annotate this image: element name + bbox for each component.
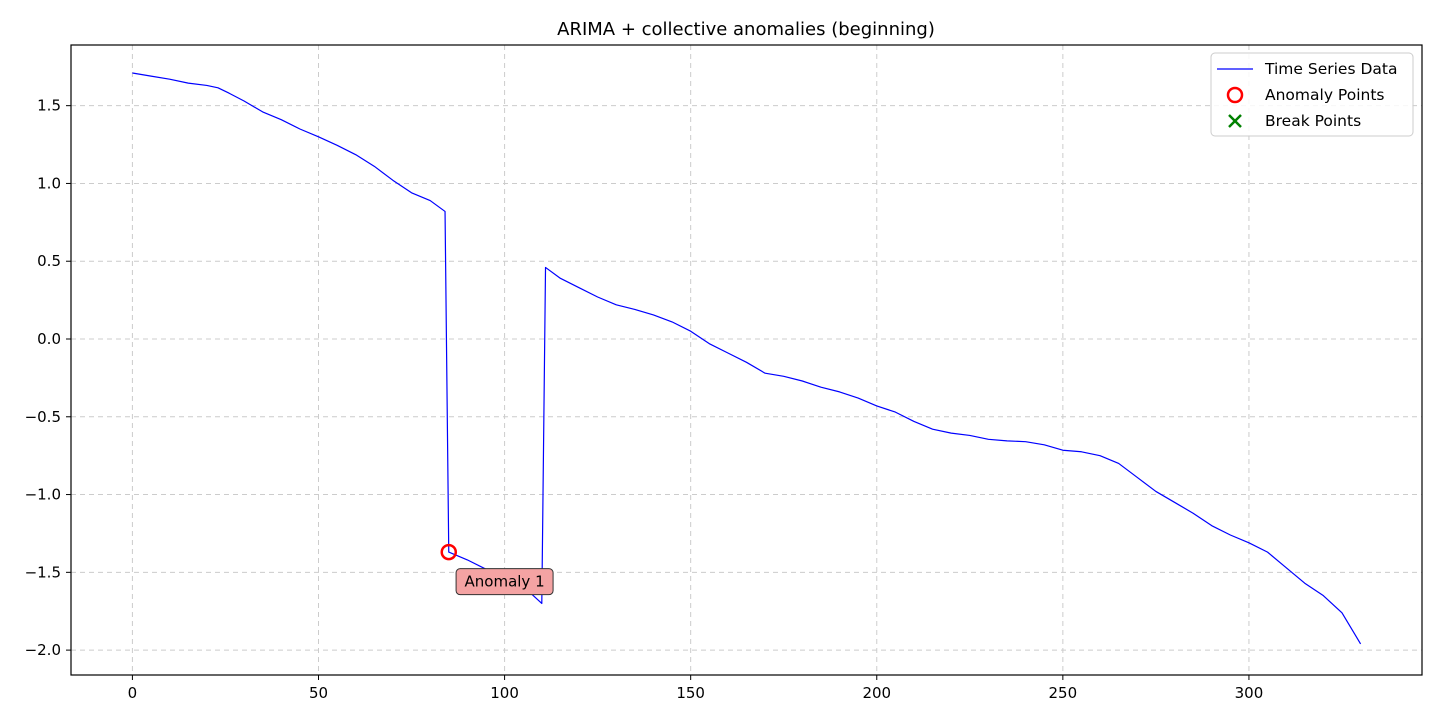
y-tick-label: −1.5	[25, 563, 61, 581]
y-axis: 1.5 1.0 0.5 0.0 −0.5 −1.0 −1.5 −2.0	[25, 97, 71, 659]
y-tick-label: −2.0	[25, 641, 61, 659]
x-tick-label: 300	[1235, 684, 1264, 702]
grid	[71, 45, 1422, 675]
y-tick-label: −0.5	[25, 408, 61, 426]
legend-label-anomaly: Anomaly Points	[1265, 86, 1384, 104]
x-tick-label: 250	[1049, 684, 1078, 702]
anomaly-point	[440, 543, 458, 561]
legend: Time Series Data Anomaly Points Break Po…	[1210, 52, 1414, 137]
legend-label-series: Time Series Data	[1264, 60, 1397, 78]
annotations-layer: Anomaly 1	[455, 568, 554, 596]
x-tick-label: 200	[862, 684, 891, 702]
series-layer	[132, 72, 1362, 645]
y-tick-label: −1.0	[25, 486, 61, 504]
y-tick-label: 1.5	[37, 97, 61, 115]
legend-label-break: Break Points	[1265, 112, 1361, 130]
plot-frame	[70, 44, 1423, 676]
x-tick-label: 150	[676, 684, 705, 702]
y-tick-label: 0.0	[37, 330, 61, 348]
legend-break-marker	[1228, 114, 1242, 128]
markers-layer	[440, 543, 458, 561]
chart-title: ARIMA + collective anomalies (beginning)	[557, 19, 935, 40]
x-tick-label: 100	[490, 684, 519, 702]
legend-anomaly-marker	[1226, 86, 1244, 104]
y-tick-label: 0.5	[37, 252, 61, 270]
x-tick-label: 50	[309, 684, 328, 702]
x-axis: 0 50 100 150 200 250 300	[128, 675, 1264, 702]
x-tick-label: 0	[128, 684, 138, 702]
annotation-label: Anomaly 1	[465, 573, 545, 591]
y-tick-label: 1.0	[37, 174, 61, 192]
legend-box	[1210, 52, 1414, 137]
series-line	[132, 72, 1362, 645]
annotation-box	[455, 568, 554, 596]
